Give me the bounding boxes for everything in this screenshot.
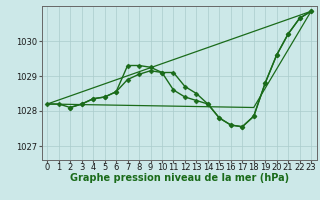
X-axis label: Graphe pression niveau de la mer (hPa): Graphe pression niveau de la mer (hPa) [70,173,289,183]
